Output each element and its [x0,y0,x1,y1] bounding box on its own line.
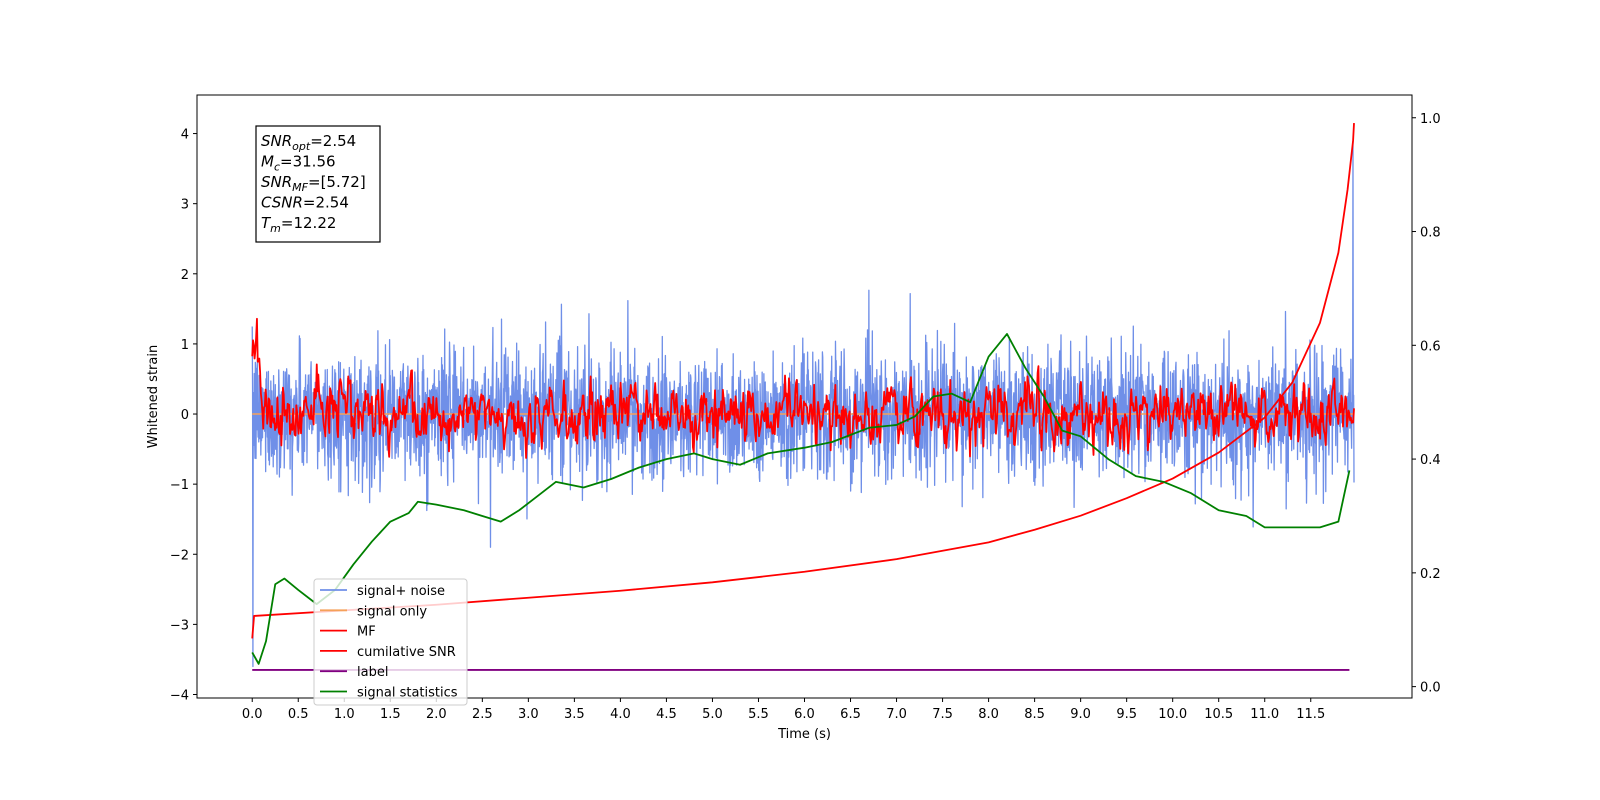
y-right-tick-label: 0.0 [1420,681,1441,696]
annotation-line: CSNR=2.54 [261,194,349,212]
x-tick-label: 11.0 [1250,707,1279,722]
legend-label: MF [357,625,376,640]
annotation-subscript: MF [292,181,308,194]
annotation-value: =2.54 [310,132,356,150]
annotation-line: Tm=12.22 [261,214,336,235]
y-axis-label: Whitened strain [146,345,161,448]
x-tick-label: 0.5 [288,707,309,722]
legend: signal+ noise signal only MF cumilative SNR… [313,578,468,706]
x-tick-label: 1.0 [334,707,355,722]
x-axis-label: Time (s) [777,727,831,742]
x-tick-label: 3.0 [518,707,539,722]
series-signal-statistics [251,333,1351,665]
y-tick-label: 3 [181,198,189,213]
annotation-line: SNRopt=2.54 [261,132,356,153]
legend-label: signal only [357,604,427,619]
x-tick-label: 11.5 [1296,707,1325,722]
annotation-value: =12.22 [281,214,337,232]
x-tick-label: 0.0 [242,707,263,722]
annotation-value: =2.54 [303,194,349,212]
x-tick-label: 9.0 [1070,707,1091,722]
annotation-symbol: SNR [261,173,292,191]
x-tick-label: 6.5 [840,707,861,722]
y-right-tick-label: 0.4 [1420,453,1441,468]
y-right-tick-label: 0.8 [1420,226,1441,241]
legend-label: cumilative SNR [357,645,456,660]
y-tick-label: −3 [170,618,189,633]
annotation-frame [255,125,381,243]
y-right-tick-label: 0.6 [1420,339,1441,354]
x-axis: 0.0 0.5 1.0 1.5 2.0 2.5 3.0 3.5 4.0 4.5 5.0 5.5 6.0 6… [242,698,1325,722]
annotation-symbol: M [261,153,274,171]
x-tick-label: 2.5 [472,707,493,722]
x-tick-label: 5.5 [748,707,769,722]
y-tick-label: 1 [181,338,189,353]
x-tick-label: 4.5 [656,707,677,722]
annotation-value: =31.56 [280,153,336,171]
x-tick-label: 5.0 [702,707,723,722]
annotation-symbol: T [261,214,272,232]
x-tick-label: 1.5 [380,707,401,722]
x-tick-label: 6.0 [794,707,815,722]
x-tick-label: 2.0 [426,707,447,722]
annotation-line: Mc=31.56 [261,153,336,174]
y-axis-left: 4 3 2 1 0 −1 −2 −3 −4 [170,128,197,703]
x-tick-label: 8.0 [978,707,999,722]
annotation-value: =[5.72] [308,173,366,191]
y-right-tick-label: 0.2 [1420,567,1441,582]
x-tick-label: 4.0 [610,707,631,722]
series-mf [251,317,1355,459]
x-tick-label: 3.5 [564,707,585,722]
legend-label: label [357,665,388,680]
x-tick-label: 8.5 [1024,707,1045,722]
annotation-subscript: c [274,161,280,174]
x-tick-label: 10.5 [1204,707,1233,722]
annotation-subscript: opt [292,140,311,153]
y-tick-label: −4 [170,688,189,703]
annotation-line: SNRMF=[5.72] [261,173,366,194]
y-right-tick-label: 1.0 [1420,112,1441,127]
x-tick-label: 7.5 [932,707,953,722]
y-tick-label: 4 [181,128,189,143]
legend-label: signal+ noise [357,584,445,599]
x-tick-label: 10.0 [1158,707,1187,722]
annotation-box: SNRopt=2.54Mc=31.56SNRMF=[5.72]CSNR=2.54… [255,125,381,243]
series-cumilative-snr [251,123,1355,639]
y-tick-label: −1 [170,478,189,493]
annotation-symbol: CSNR [261,194,303,212]
x-tick-label: 9.5 [1116,707,1137,722]
y-tick-label: 2 [181,268,189,283]
x-tick-label: 7.0 [886,707,907,722]
annotation-subscript: m [270,222,281,235]
legend-label: signal statistics [357,686,458,701]
annotation-symbol: SNR [261,132,292,150]
y-tick-label: −2 [170,548,189,563]
legend-frame [313,578,468,706]
y-tick-label: 0 [181,408,189,423]
y-axis-right: 1.0 0.8 0.6 0.4 0.2 0.0 [1412,112,1441,696]
